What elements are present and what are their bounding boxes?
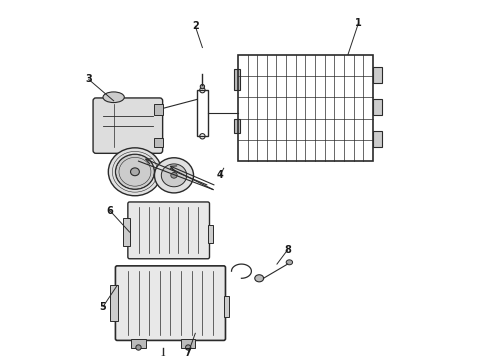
Text: 3: 3: [85, 75, 92, 85]
Bar: [373, 99, 382, 115]
Text: 4: 4: [217, 170, 223, 180]
Text: 6: 6: [107, 206, 114, 216]
Bar: [373, 131, 382, 147]
Ellipse shape: [171, 172, 177, 178]
Ellipse shape: [161, 164, 187, 187]
FancyBboxPatch shape: [93, 98, 163, 153]
Bar: [373, 67, 382, 83]
Ellipse shape: [200, 85, 204, 89]
Bar: [131, 339, 146, 347]
Ellipse shape: [186, 345, 191, 350]
Ellipse shape: [103, 92, 124, 103]
Ellipse shape: [154, 158, 194, 193]
Ellipse shape: [108, 148, 162, 196]
Bar: [234, 118, 240, 133]
Bar: [197, 90, 208, 136]
Text: 5: 5: [99, 302, 106, 312]
Ellipse shape: [160, 356, 167, 360]
Ellipse shape: [136, 345, 141, 350]
Ellipse shape: [130, 168, 139, 176]
Bar: [154, 138, 163, 147]
Bar: [234, 69, 240, 90]
Bar: [224, 296, 229, 317]
Ellipse shape: [116, 154, 154, 189]
FancyBboxPatch shape: [116, 266, 225, 341]
Bar: [238, 55, 373, 161]
Text: 7: 7: [185, 348, 192, 358]
Text: 8: 8: [284, 245, 291, 255]
Text: 1: 1: [355, 18, 362, 28]
Bar: [122, 218, 130, 246]
Ellipse shape: [255, 275, 264, 282]
Bar: [181, 339, 196, 347]
FancyBboxPatch shape: [128, 202, 210, 259]
Bar: [154, 104, 163, 115]
Ellipse shape: [286, 260, 293, 265]
Bar: [208, 225, 213, 243]
Bar: [110, 285, 118, 321]
Text: 2: 2: [192, 21, 198, 31]
